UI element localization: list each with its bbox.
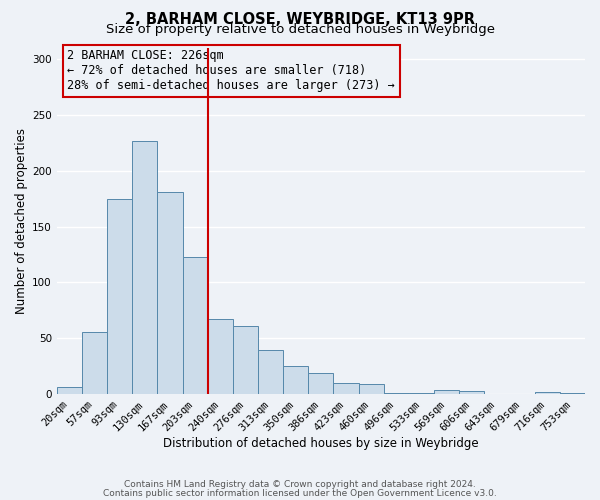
Text: 2 BARHAM CLOSE: 226sqm
← 72% of detached houses are smaller (718)
28% of semi-de: 2 BARHAM CLOSE: 226sqm ← 72% of detached… [67, 49, 395, 92]
Bar [359, 384, 384, 394]
Bar [334, 383, 359, 394]
Bar [308, 373, 334, 394]
Bar [82, 332, 107, 394]
Text: Contains HM Land Registry data © Crown copyright and database right 2024.: Contains HM Land Registry data © Crown c… [124, 480, 476, 489]
Bar [107, 198, 132, 394]
Text: Size of property relative to detached houses in Weybridge: Size of property relative to detached ho… [106, 22, 494, 36]
Bar [258, 350, 283, 395]
Bar [535, 392, 560, 394]
Bar [182, 256, 208, 394]
Bar [157, 192, 182, 394]
Bar [57, 386, 82, 394]
X-axis label: Distribution of detached houses by size in Weybridge: Distribution of detached houses by size … [163, 437, 479, 450]
Text: 2, BARHAM CLOSE, WEYBRIDGE, KT13 9PR: 2, BARHAM CLOSE, WEYBRIDGE, KT13 9PR [125, 12, 475, 28]
Bar [283, 366, 308, 394]
Y-axis label: Number of detached properties: Number of detached properties [15, 128, 28, 314]
Text: Contains public sector information licensed under the Open Government Licence v3: Contains public sector information licen… [103, 488, 497, 498]
Bar [434, 390, 459, 394]
Bar [233, 326, 258, 394]
Bar [132, 142, 157, 394]
Bar [459, 391, 484, 394]
Bar [208, 320, 233, 394]
